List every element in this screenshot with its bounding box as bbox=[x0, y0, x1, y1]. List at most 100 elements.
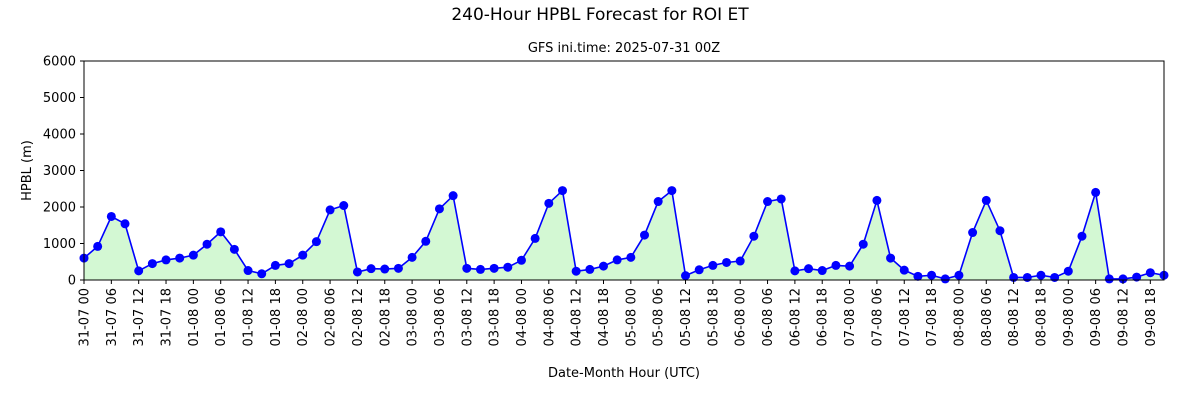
y-axis-label: HPBL (m) bbox=[20, 140, 35, 201]
hpbl-point bbox=[120, 219, 130, 229]
x-tick-label: 02-08 18 bbox=[378, 288, 393, 346]
hpbl-point bbox=[886, 253, 896, 263]
hpbl-point bbox=[681, 271, 691, 281]
hpbl-point bbox=[763, 197, 773, 207]
x-tick-label: 03-08 18 bbox=[488, 288, 503, 346]
x-tick-label: 09-08 12 bbox=[1116, 288, 1131, 346]
hpbl-point bbox=[913, 271, 923, 281]
chart-title: GFS ini.time: 2025-07-31 00Z bbox=[528, 41, 720, 56]
x-tick-label: 02-08 06 bbox=[324, 288, 339, 346]
hpbl-point bbox=[585, 264, 595, 274]
x-tick-label: 05-08 18 bbox=[706, 288, 721, 346]
hpbl-point bbox=[954, 270, 964, 280]
x-tick-label: 05-08 12 bbox=[679, 288, 694, 346]
hpbl-point bbox=[598, 261, 608, 271]
hpbl-point bbox=[708, 260, 718, 270]
chart-suptitle: 240-Hour HPBL Forecast for ROI ET bbox=[451, 5, 749, 25]
y-tick-label: 6000 bbox=[43, 55, 76, 70]
x-tick-label: 07-08 12 bbox=[898, 288, 913, 346]
x-tick-label: 31-07 00 bbox=[78, 288, 93, 346]
x-tick-label: 03-08 06 bbox=[433, 288, 448, 346]
x-axis-label: Date-Month Hour (UTC) bbox=[548, 366, 700, 381]
x-tick-label: 06-08 12 bbox=[788, 288, 803, 346]
x-tick-label: 07-08 00 bbox=[843, 288, 858, 346]
hpbl-point bbox=[1036, 270, 1046, 280]
x-tick-label: 03-08 00 bbox=[406, 288, 421, 346]
hpbl-point bbox=[1145, 268, 1155, 278]
hpbl-point bbox=[640, 230, 650, 240]
hpbl-point bbox=[612, 255, 622, 265]
hpbl-point bbox=[557, 186, 567, 196]
hpbl-point bbox=[626, 252, 636, 262]
hpbl-point bbox=[134, 266, 144, 276]
x-tick-label: 01-08 00 bbox=[187, 288, 202, 346]
y-tick-label: 4000 bbox=[43, 128, 76, 143]
y-tick-label: 3000 bbox=[43, 164, 76, 179]
x-tick-label: 31-07 06 bbox=[105, 288, 120, 346]
x-tick-label: 06-08 18 bbox=[816, 288, 831, 346]
x-tick-label: 07-08 06 bbox=[870, 288, 885, 346]
x-tick-label: 09-08 00 bbox=[1062, 288, 1077, 346]
hpbl-point bbox=[147, 259, 157, 269]
y-tick-label: 1000 bbox=[43, 237, 76, 252]
x-tick-label: 09-08 18 bbox=[1144, 288, 1159, 346]
y-tick-label: 2000 bbox=[43, 201, 76, 216]
hpbl-point bbox=[667, 186, 677, 196]
hpbl-point bbox=[899, 265, 909, 275]
hpbl-point bbox=[202, 239, 212, 249]
x-tick-label: 09-08 06 bbox=[1089, 288, 1104, 346]
hpbl-point bbox=[257, 269, 267, 279]
y-tick-label: 5000 bbox=[43, 91, 76, 106]
hpbl-point bbox=[571, 266, 581, 276]
hpbl-point bbox=[544, 198, 554, 208]
hpbl-point bbox=[503, 262, 513, 272]
hpbl-point bbox=[106, 211, 116, 221]
x-tick-label: 31-07 18 bbox=[160, 288, 175, 346]
x-tick-label: 08-08 18 bbox=[1034, 288, 1049, 346]
hpbl-point bbox=[1050, 272, 1060, 282]
hpbl-point bbox=[325, 205, 335, 215]
x-tick-label: 03-08 12 bbox=[460, 288, 475, 346]
hpbl-point bbox=[475, 264, 485, 274]
hpbl-point bbox=[243, 266, 253, 276]
hpbl-point bbox=[229, 244, 239, 254]
hpbl-point bbox=[216, 227, 226, 237]
hpbl-point bbox=[735, 256, 745, 266]
hpbl-point bbox=[968, 228, 978, 238]
hpbl-point bbox=[858, 239, 868, 249]
hpbl-point bbox=[366, 264, 376, 274]
hpbl-point bbox=[1118, 274, 1128, 284]
hpbl-point bbox=[161, 255, 171, 265]
hpbl-point bbox=[462, 263, 472, 273]
hpbl-point bbox=[298, 250, 308, 260]
hpbl-point bbox=[421, 236, 431, 246]
hpbl-point bbox=[1091, 187, 1101, 197]
x-tick-label: 04-08 06 bbox=[542, 288, 557, 346]
hpbl-point bbox=[804, 264, 814, 274]
hpbl-point bbox=[831, 260, 841, 270]
x-tick-label: 05-08 00 bbox=[624, 288, 639, 346]
hpbl-point bbox=[1104, 274, 1114, 284]
hpbl-point bbox=[845, 261, 855, 271]
x-tick-label: 08-08 12 bbox=[1007, 288, 1022, 346]
x-tick-label: 06-08 06 bbox=[761, 288, 776, 346]
hpbl-point bbox=[995, 226, 1005, 236]
hpbl-point bbox=[927, 270, 937, 280]
x-tick-label: 02-08 00 bbox=[296, 288, 311, 346]
x-tick-label: 01-08 06 bbox=[214, 288, 229, 346]
hpbl-point bbox=[448, 191, 458, 201]
hpbl-point bbox=[694, 265, 704, 275]
hpbl-point bbox=[489, 263, 499, 273]
hpbl-point bbox=[270, 260, 280, 270]
hpbl-point bbox=[653, 197, 663, 207]
hpbl-point bbox=[175, 253, 185, 263]
x-tick-label: 08-08 06 bbox=[980, 288, 995, 346]
hpbl-point bbox=[407, 252, 417, 262]
hpbl-point bbox=[93, 241, 103, 251]
hpbl-point bbox=[981, 195, 991, 205]
x-tick-label: 02-08 12 bbox=[351, 288, 366, 346]
hpbl-point bbox=[339, 201, 349, 211]
hpbl-point bbox=[1132, 272, 1142, 282]
hpbl-point bbox=[188, 250, 198, 260]
hpbl-point bbox=[749, 231, 759, 241]
